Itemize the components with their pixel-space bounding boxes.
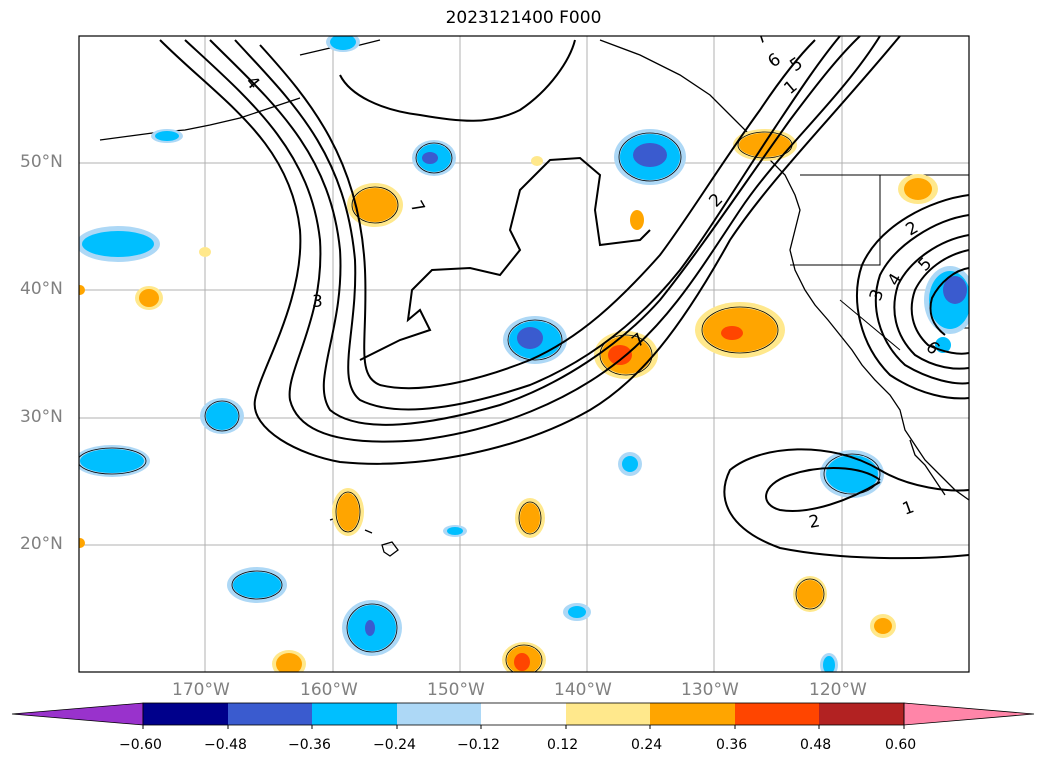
colorbar-tick-label: −0.60 — [119, 737, 162, 753]
contour-label: 2 — [705, 190, 727, 212]
colorbar-tick-label: −0.48 — [204, 737, 247, 753]
contour-label: 7 — [750, 27, 771, 49]
contour-label: 1 — [900, 497, 917, 519]
colorbar-swatch — [228, 703, 312, 725]
latitude-label: 40°N — [20, 279, 63, 299]
colorbar-tick-label: −0.36 — [288, 737, 331, 753]
latitude-label: 30°N — [20, 407, 63, 427]
longitude-label: 140°W — [554, 680, 612, 700]
colorbar-tick-label: −0.12 — [457, 737, 500, 753]
longitude-label: 130°W — [681, 680, 739, 700]
colorbar-tick-label: 0.12 — [547, 737, 579, 753]
page-title: 2023121400 F000 — [445, 8, 602, 28]
map-border — [78, 35, 970, 673]
colorbar-swatch — [397, 703, 481, 725]
contour-label: 4 — [884, 270, 907, 289]
colorbar-swatch — [143, 703, 228, 725]
latitude-label: 50°N — [20, 152, 63, 172]
longitude-label: 170°W — [172, 680, 230, 700]
colorbar-tick-label: −0.24 — [373, 737, 416, 753]
contour-label: 2 — [903, 218, 922, 241]
contour-label: 1 — [780, 77, 801, 99]
contour-label: 7 — [406, 198, 429, 217]
longitude-label: 160°W — [300, 680, 358, 700]
colorbar-min-extend — [11, 702, 144, 726]
colorbar-max-extend — [903, 702, 1035, 726]
colorbar — [11, 702, 1035, 729]
map-content: 4 3 7 7 7 6 5 2 1 2 1 3 4 5 6 2 — [79, 27, 969, 672]
colorbar-swatch — [481, 703, 566, 725]
contour-label: 5 — [914, 254, 936, 276]
colorbar-tick-label: 0.48 — [800, 737, 832, 753]
colorbar-swatch — [735, 703, 819, 725]
latitude-label: 20°N — [20, 534, 63, 554]
colorbar-tick-label: 0.36 — [716, 737, 748, 753]
negative-anomalies — [79, 36, 969, 672]
positive-anomalies — [79, 129, 938, 672]
colorbar-swatch — [312, 703, 397, 725]
contour-label: 5 — [786, 54, 806, 77]
anomaly-outlines — [79, 131, 881, 672]
longitude-label: 150°W — [427, 680, 485, 700]
colorbar-tick-label: 0.60 — [885, 737, 917, 753]
colorbar-swatch — [650, 703, 735, 725]
contour-label: 2 — [807, 511, 821, 533]
colorbar-swatch — [819, 703, 904, 725]
colorbar-tick-label: 0.24 — [631, 737, 663, 753]
longitude-label: 120°W — [809, 680, 867, 700]
colorbar-swatch — [566, 703, 650, 725]
contour-lines — [159, 36, 969, 560]
contour-label: 3 — [312, 292, 323, 312]
contour-label: 6 — [764, 50, 784, 73]
